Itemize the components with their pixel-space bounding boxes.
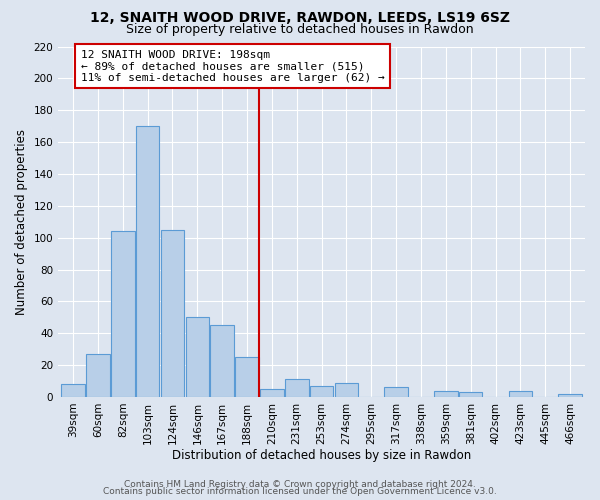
Bar: [285, 380, 308, 397]
Bar: [111, 232, 134, 397]
Text: Contains public sector information licensed under the Open Government Licence v3: Contains public sector information licen…: [103, 487, 497, 496]
Bar: [61, 384, 85, 397]
Bar: [434, 390, 458, 397]
X-axis label: Distribution of detached houses by size in Rawdon: Distribution of detached houses by size …: [172, 450, 471, 462]
Bar: [335, 382, 358, 397]
Bar: [86, 354, 110, 397]
Bar: [235, 357, 259, 397]
Text: Size of property relative to detached houses in Rawdon: Size of property relative to detached ho…: [126, 22, 474, 36]
Bar: [310, 386, 334, 397]
Bar: [136, 126, 160, 397]
Text: 12 SNAITH WOOD DRIVE: 198sqm
← 89% of detached houses are smaller (515)
11% of s: 12 SNAITH WOOD DRIVE: 198sqm ← 89% of de…: [80, 50, 384, 83]
Bar: [509, 390, 532, 397]
Bar: [260, 389, 284, 397]
Bar: [385, 388, 408, 397]
Bar: [185, 318, 209, 397]
Text: 12, SNAITH WOOD DRIVE, RAWDON, LEEDS, LS19 6SZ: 12, SNAITH WOOD DRIVE, RAWDON, LEEDS, LS…: [90, 12, 510, 26]
Y-axis label: Number of detached properties: Number of detached properties: [15, 128, 28, 314]
Bar: [161, 230, 184, 397]
Bar: [459, 392, 482, 397]
Bar: [211, 326, 234, 397]
Text: Contains HM Land Registry data © Crown copyright and database right 2024.: Contains HM Land Registry data © Crown c…: [124, 480, 476, 489]
Bar: [558, 394, 582, 397]
